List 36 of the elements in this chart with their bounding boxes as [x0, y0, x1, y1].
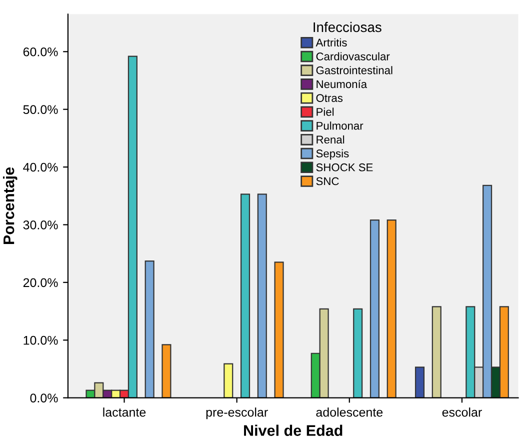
y-tick-label: 30.0% — [23, 220, 58, 230]
y-tick-label: 20.0% — [23, 278, 58, 288]
bar — [162, 344, 172, 398]
y-tick-label: 0.0% — [30, 394, 58, 402]
y-tick-label: 10.0% — [24, 336, 58, 345]
x-tick-label: adolescente — [316, 408, 383, 417]
bar — [386, 220, 396, 398]
bar — [414, 366, 425, 398]
x-tick-label: pre-escolar — [206, 408, 268, 420]
legend-label: SHOCK SE — [316, 163, 373, 172]
bar — [432, 306, 442, 398]
legend-label: SNC — [316, 177, 339, 186]
legend-title: Infecciosas — [314, 22, 382, 32]
y-tick-label: 50.0% — [23, 105, 58, 114]
y-tick-label: 40.0% — [23, 162, 58, 172]
legend-label: Neumonía — [316, 80, 368, 88]
bar — [144, 260, 154, 398]
x-tick-label: escolar — [442, 408, 482, 417]
bar — [240, 194, 250, 398]
bar — [274, 262, 284, 398]
y-tick-label: 60.0% — [23, 47, 58, 56]
x-tick-label: lactante — [103, 408, 146, 417]
legend-label: Cardiovascular — [316, 52, 390, 60]
y-axis-title: Porcentaje — [3, 167, 18, 244]
legend-label: Artritis — [316, 38, 347, 47]
bar — [257, 194, 267, 398]
legend-label: Gastrointestinal — [316, 66, 392, 74]
legend-label: Piel — [316, 108, 334, 116]
x-axis-title: Nivel de Edad — [244, 424, 342, 436]
bar — [353, 308, 363, 398]
legend-label: Renal — [316, 135, 344, 144]
legend-label: Pulmonar — [316, 122, 364, 130]
legend-label: Otras — [316, 94, 343, 102]
bar — [370, 220, 380, 398]
legend-label: Sepsis — [316, 149, 349, 160]
bar — [224, 363, 234, 398]
